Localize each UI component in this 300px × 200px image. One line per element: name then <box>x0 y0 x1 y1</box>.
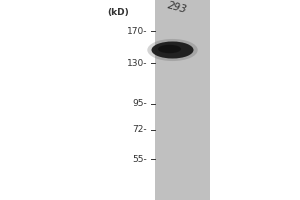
Text: 170-: 170- <box>127 26 147 36</box>
Bar <box>155 0 210 200</box>
Text: 72-: 72- <box>132 126 147 134</box>
Ellipse shape <box>147 39 198 61</box>
Text: 293: 293 <box>166 1 188 15</box>
Ellipse shape <box>152 42 194 58</box>
Text: 95-: 95- <box>132 99 147 108</box>
Text: (kD): (kD) <box>108 8 129 18</box>
Text: 55-: 55- <box>132 154 147 164</box>
Ellipse shape <box>158 45 181 53</box>
Text: 130-: 130- <box>127 58 147 68</box>
